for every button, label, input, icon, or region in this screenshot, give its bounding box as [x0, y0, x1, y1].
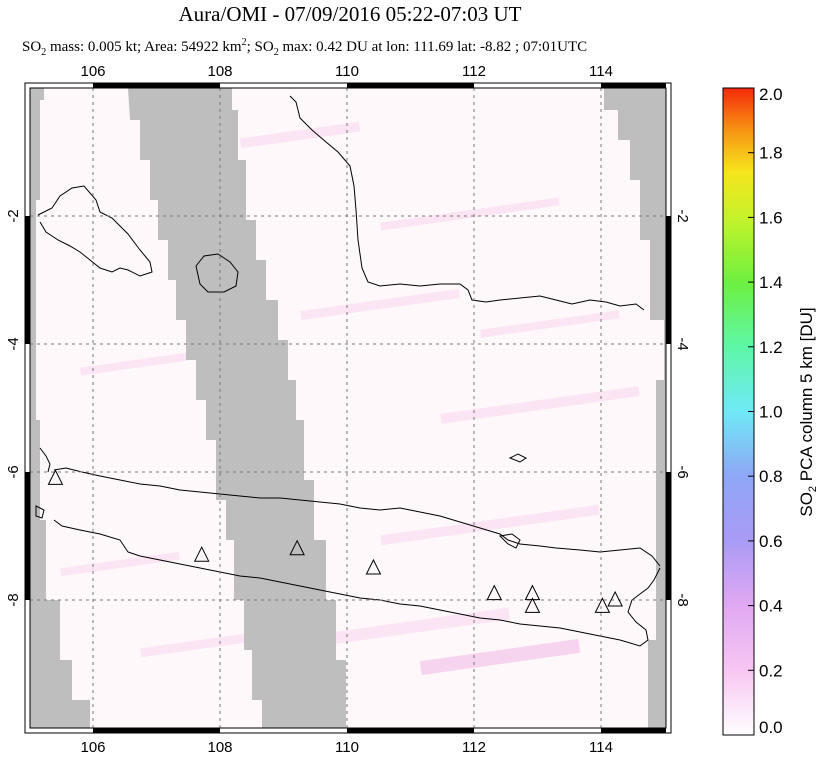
colorbar: 0.0 0.2 0.4 0.6 0.8 1.0 1.2 1.4 1.6 1.8 2.0 SO2 PC… — [722, 85, 819, 737]
lat-tick-label: -4 — [674, 337, 691, 350]
lon-tick-label: 110 — [335, 739, 359, 756]
colorbar-tick-label: 0.6 — [759, 532, 783, 551]
volcano-marker-icon — [607, 590, 623, 607]
map-title: Aura/OMI - 07/09/2016 05:22-07:03 UT — [178, 2, 522, 26]
nodata-swath-east — [604, 88, 666, 728]
volcano-marker-icon — [524, 597, 541, 613]
lon-tick-label: 108 — [207, 63, 232, 80]
colorbar-tick-label: 0.4 — [759, 597, 783, 616]
so2-streaks — [60, 121, 640, 676]
lat-tick-label: -6 — [5, 465, 22, 478]
lon-tick-label: 110 — [335, 63, 359, 80]
lat-tick-label: -8 — [5, 593, 22, 606]
lon-ticks-top: 106 108 110 112 114 — [80, 63, 612, 80]
colorbar-tick-label: 1.8 — [759, 144, 783, 163]
colorbar-tick-label: 1.2 — [759, 338, 783, 357]
lat-tick-label: -6 — [674, 465, 691, 478]
lon-tick-label: 112 — [462, 63, 486, 80]
lat-ticks-left: -2 -4 -6 -8 — [5, 209, 22, 606]
coastlines — [35, 95, 661, 647]
lat-tick-label: -8 — [674, 593, 691, 606]
map-subtitle: SO2 mass: 0.005 kt; Area: 54922 km2; SO2… — [22, 37, 588, 58]
colorbar-ticks: 0.0 0.2 0.4 0.6 0.8 1.0 1.2 1.4 1.6 1.8 2.0 — [748, 85, 783, 737]
lon-tick-label: 114 — [589, 63, 613, 80]
colorbar-tick-label: 2.0 — [759, 85, 783, 104]
volcano-marker-icon — [486, 584, 503, 601]
volcano-marker-icon — [524, 584, 541, 601]
map-background — [30, 88, 666, 728]
colorbar-tick-label: 0.8 — [759, 467, 783, 486]
lon-ticks-bottom: 106 108 110 112 114 — [80, 739, 612, 756]
lat-tick-label: -4 — [5, 337, 22, 350]
lat-tick-label: -2 — [5, 209, 22, 222]
volcano-marker-icon — [289, 539, 305, 556]
map-panel — [30, 88, 666, 728]
colorbar-tick-label: 0.2 — [759, 661, 783, 680]
volcano-marker-icon — [193, 546, 210, 562]
map-frame — [24, 82, 672, 734]
lon-tick-label: 106 — [80, 739, 105, 756]
lon-tick-label: 108 — [207, 739, 232, 756]
lon-tick-label: 112 — [462, 739, 486, 756]
colorbar-label: SO2 PCA column 5 km [DU] — [797, 307, 819, 516]
lat-ticks-right: -2 -4 -6 -8 — [674, 209, 691, 606]
graticule — [30, 88, 666, 728]
colorbar-tick-label: 1.0 — [759, 403, 783, 422]
volcano-marker-icon — [365, 558, 382, 575]
lon-tick-label: 114 — [589, 739, 613, 756]
volcano-markers — [47, 469, 623, 613]
colorbar-tick-label: 0.0 — [759, 718, 783, 737]
nodata-swath-middle — [128, 88, 346, 728]
lat-tick-label: -2 — [674, 209, 691, 222]
volcano-marker-icon — [594, 597, 611, 613]
lon-tick-label: 106 — [80, 63, 105, 80]
colorbar-tick-label: 1.6 — [759, 208, 783, 227]
nodata-swath-west — [30, 88, 90, 728]
volcano-marker-icon — [47, 469, 64, 485]
colorbar-tick-label: 1.4 — [759, 273, 783, 292]
